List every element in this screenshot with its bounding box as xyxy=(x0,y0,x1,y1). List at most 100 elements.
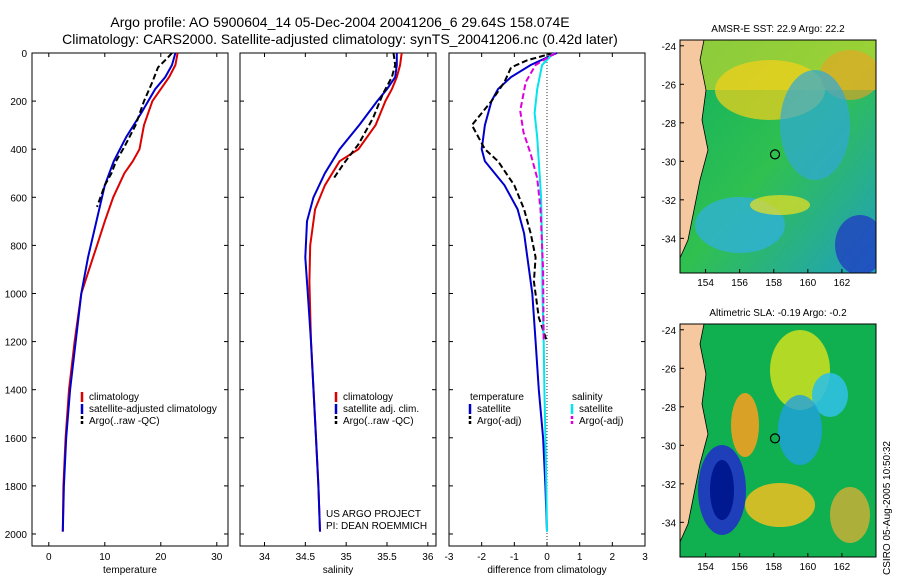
x-axis-label: salinity xyxy=(323,565,354,576)
figure-title-line-1: Argo profile: AO 5900604_14 05-Dec-2004 … xyxy=(110,14,570,30)
x-tick-label: 35 xyxy=(341,552,353,563)
y-tick-label: 1000 xyxy=(5,289,28,300)
map-frame xyxy=(679,323,877,558)
map-y-tick-label: -26 xyxy=(662,364,677,375)
legend-label: satellite-adjusted climatology xyxy=(89,404,217,415)
sla-low-core xyxy=(710,460,734,520)
x-tick-label: -1 xyxy=(510,552,519,563)
y-tick-label: 400 xyxy=(10,145,27,156)
legend-label: Argo(-adj) xyxy=(477,416,521,427)
x-tick-label: 34.5 xyxy=(296,552,316,563)
series-line xyxy=(333,52,397,179)
difference-panel: -3 -2 -1 0 1 2 3 difference from climatology tem… xyxy=(445,52,648,576)
map-y-tick-label: -28 xyxy=(662,119,677,130)
credit-side-timestamp: CSIRO 05-Aug-2005 10:50:32 xyxy=(882,441,893,575)
legend-label: satellite xyxy=(477,404,511,415)
sst-warm-filament xyxy=(750,195,810,215)
x-tick-label: -2 xyxy=(477,552,486,563)
legend-label: satellite xyxy=(579,404,613,415)
plot-frame xyxy=(239,52,437,547)
sst-cool-patch xyxy=(780,70,850,180)
sla-map: Altimetric SLA: -0.19 Argo: -0.2 154 156 15… xyxy=(662,308,877,573)
map-title: AMSR-E SST: 22.9 Argo: 22.2 xyxy=(711,24,845,35)
series-line xyxy=(480,52,558,532)
legend-label: Argo(..raw -QC) xyxy=(343,416,414,427)
map-x-tick-label: 162 xyxy=(834,562,851,573)
map-x-tick-label: 154 xyxy=(697,562,714,573)
salinity-panel: 34 34.5 35 35.5 36 salinity climatologysatelli… xyxy=(239,52,437,576)
argo-location-marker xyxy=(769,433,781,444)
legend-label: climatology xyxy=(89,392,139,403)
x-axis-label: difference from climatology xyxy=(487,565,606,576)
legend: temperaturesatelliteArgo(-adj)salinitysa… xyxy=(468,392,623,427)
legend-label: climatology xyxy=(343,392,393,403)
x-tick-label: -3 xyxy=(445,552,454,563)
map-title: Altimetric SLA: -0.19 Argo: -0.2 xyxy=(709,308,847,319)
y-tick-label: 2000 xyxy=(5,530,28,541)
legend-label: salinity xyxy=(572,392,603,403)
legend-label: satellite adj. clim. xyxy=(343,404,419,415)
x-tick-label: 0 xyxy=(544,552,550,563)
y-tick-label: 1200 xyxy=(5,338,28,349)
map-y-tick-label: -30 xyxy=(662,157,677,168)
series-line xyxy=(61,52,177,532)
x-tick-label: 30 xyxy=(211,552,223,563)
y-tick-label: 1800 xyxy=(5,482,28,493)
map-y-tick-label: -24 xyxy=(662,326,677,337)
map-x-tick-label: 156 xyxy=(731,562,748,573)
series-line xyxy=(470,52,554,342)
x-tick-label: 20 xyxy=(155,552,167,563)
y-tick-label: 600 xyxy=(10,193,27,204)
plot-frame xyxy=(31,52,229,547)
x-axis-label: temperature xyxy=(103,565,157,576)
x-tick-label: 34 xyxy=(259,552,271,563)
x-tick-label: 3 xyxy=(642,552,648,563)
map-y-tick-label: -34 xyxy=(662,518,677,529)
sst-cold-patch xyxy=(835,215,876,273)
map-x-tick-label: 160 xyxy=(799,278,816,289)
map-x-tick-label: 158 xyxy=(765,562,782,573)
figure-title-line-2: Climatology: CARS2000. Satellite-adjuste… xyxy=(62,31,618,47)
legend-label: temperature xyxy=(470,392,524,403)
y-tick-label: 200 xyxy=(10,97,27,108)
temperature-panel: 0 10 20 30 0 200 400 600 800 1000 1200 1400 1600 1800… xyxy=(5,49,229,576)
map-x-tick-label: 158 xyxy=(765,278,782,289)
series-line xyxy=(304,53,398,532)
sla-coastline-land xyxy=(680,324,709,543)
argo-location-marker xyxy=(769,149,781,160)
map-y-tick-label: -32 xyxy=(662,196,677,207)
map-frame xyxy=(679,39,877,274)
x-tick-label: 2 xyxy=(610,552,616,563)
sla-low-patch-north xyxy=(812,373,848,417)
credit-project: US ARGO PROJECT xyxy=(326,509,421,520)
sst-map: AMSR-E SST: 22.9 Argo: 22.2 154 156 158 160 1… xyxy=(662,24,877,289)
x-tick-label: 35.5 xyxy=(377,552,397,563)
sla-high-patch-west xyxy=(731,393,759,457)
x-tick-label: 0 xyxy=(46,552,52,563)
sla-high-patch-south xyxy=(745,483,815,527)
map-x-tick-label: 162 xyxy=(834,278,851,289)
map-y-tick-label: -34 xyxy=(662,234,677,245)
map-x-tick-label: 156 xyxy=(731,278,748,289)
sst-coastline-land xyxy=(680,40,709,259)
map-y-tick-label: -24 xyxy=(662,42,677,53)
series-line xyxy=(96,52,173,208)
sla-low-patch-center xyxy=(778,395,822,465)
y-tick-label: 0 xyxy=(21,49,27,60)
y-tick-label: 800 xyxy=(10,241,27,252)
legend-label: Argo(-adj) xyxy=(579,416,623,427)
map-y-tick-label: -32 xyxy=(662,480,677,491)
y-tick-label: 1600 xyxy=(5,434,28,445)
legend-label: Argo(..raw -QC) xyxy=(89,416,160,427)
y-tick-label: 1400 xyxy=(5,386,28,397)
project-credits: US ARGO PROJECT PI: DEAN ROEMMICH xyxy=(326,509,427,532)
map-y-tick-label: -28 xyxy=(662,403,677,414)
series-line xyxy=(519,52,556,342)
map-x-tick-label: 154 xyxy=(697,278,714,289)
series-line xyxy=(61,52,179,532)
x-tick-label: 10 xyxy=(99,552,111,563)
x-tick-label: 36 xyxy=(422,552,434,563)
